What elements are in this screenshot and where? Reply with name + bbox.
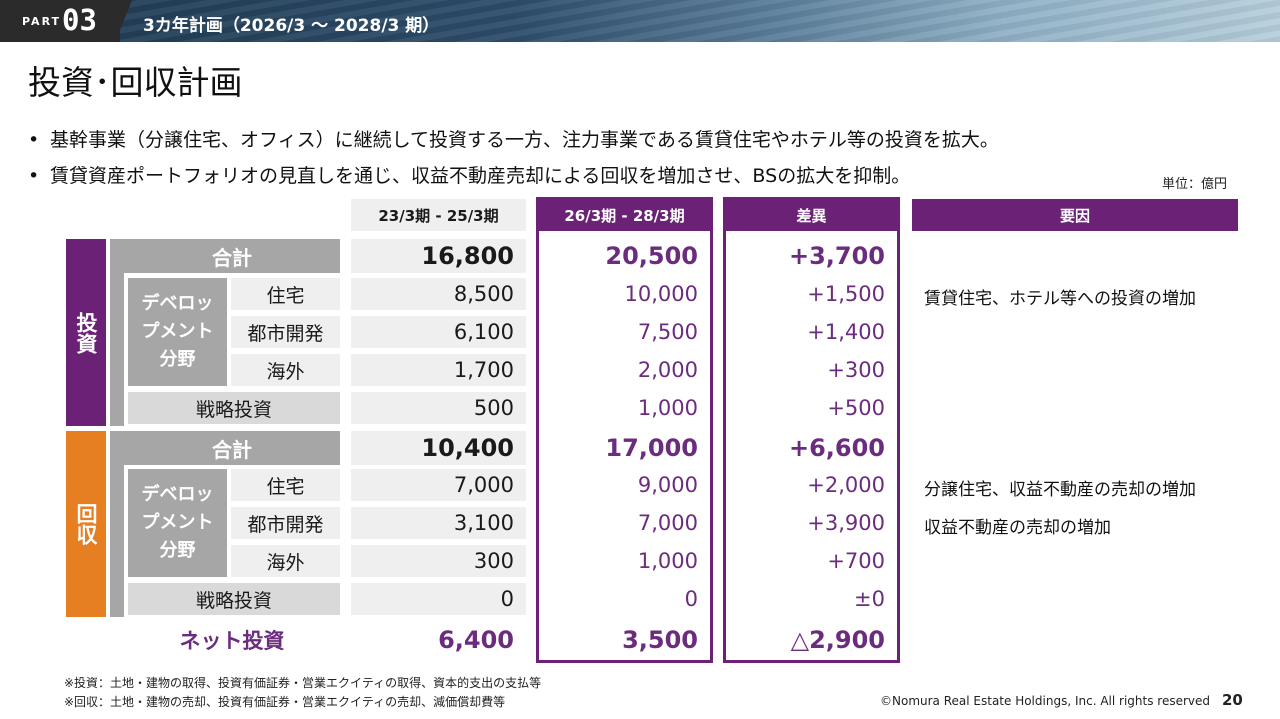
- recovery-side-label: 回収: [66, 431, 106, 617]
- page-title: 投資･回収計画: [28, 63, 243, 102]
- net-investment-label: ネット投資: [179, 629, 285, 653]
- recovery-total-plan: 17,000: [605, 434, 698, 462]
- bullet-dot: •: [28, 165, 40, 187]
- investment-reason: 賃貸住宅、ホテル等への投資の増加: [924, 289, 1196, 309]
- net-investment-plan: 3,500: [622, 626, 698, 654]
- investment-row-plan: 2,000: [637, 358, 698, 382]
- recovery-row-plan: 7,000: [637, 511, 698, 535]
- recovery-reason: 分譲住宅、収益不動産の売却の増加: [924, 480, 1196, 500]
- investment-total-prev: 16,800: [351, 239, 526, 273]
- investment-row-plan: 10,000: [624, 282, 698, 306]
- recovery-strategic-prev: 0: [351, 583, 526, 615]
- part-label: PART: [22, 15, 62, 28]
- investment-row-label: 都市開発: [231, 316, 340, 348]
- bullet-list: • 基幹事業（分譲住宅、オフィス）に継続して投資する一方、注力事業である賃貸住宅や…: [28, 122, 999, 194]
- page-number: 20: [1222, 691, 1243, 709]
- recovery-bracket: [110, 431, 124, 617]
- investment-row-prev: 6,100: [351, 316, 526, 348]
- footnote: ※投資：土地・建物の取得、投資有価証券・営業エクイティの取得、資本的支出の支払等: [64, 676, 542, 690]
- bullet-item: • 賃貸資産ポートフォリオの見直しを通じ、収益不動産売却による回収を増加させ、BS…: [28, 158, 999, 194]
- col-header-plan: 26/3期 - 28/3期: [537, 199, 712, 231]
- recovery-row-plan: 1,000: [637, 549, 698, 573]
- recovery-row-label: 住宅: [231, 469, 340, 501]
- investment-strategic-plan: 1,000: [637, 396, 698, 420]
- recovery-reason: 収益不動産の売却の増加: [924, 518, 1111, 538]
- recovery-strategic-label: 戦略投資: [128, 583, 340, 615]
- recovery-row-diff: +2,000: [807, 473, 885, 497]
- recovery-row-diff: +3,900: [807, 511, 885, 535]
- investment-row-diff: +300: [827, 358, 885, 382]
- investment-dev-label: デベロップメント分野: [128, 278, 227, 386]
- bullet-dot: •: [28, 129, 40, 151]
- part-number: 03: [62, 3, 97, 37]
- col-header-diff: 差異: [724, 199, 899, 231]
- plan-column-frame: [536, 197, 713, 663]
- investment-row-diff: +1,500: [807, 282, 885, 306]
- investment-row-label: 住宅: [231, 278, 340, 310]
- recovery-total-prev: 10,400: [351, 431, 526, 465]
- col-header-prev: 23/3期 - 25/3期: [351, 199, 526, 231]
- bullet-item: • 基幹事業（分譲住宅、オフィス）に継続して投資する一方、注力事業である賃貸住宅や…: [28, 122, 999, 158]
- net-investment-prev: 6,400: [438, 626, 514, 654]
- footnote: ※回収：土地・建物の売却、投資有価証券・営業エクイティの売却、減価償却費等: [64, 695, 506, 709]
- copyright: ©Nomura Real Estate Holdings, Inc. All r…: [880, 694, 1210, 708]
- investment-total-plan: 20,500: [605, 242, 698, 270]
- diff-column-frame: [723, 197, 900, 663]
- recovery-row-diff: +700: [827, 549, 885, 573]
- unit-label: 単位：億円: [1162, 177, 1228, 192]
- investment-row-prev: 8,500: [351, 278, 526, 310]
- investment-row-prev: 1,700: [351, 354, 526, 386]
- recovery-strategic-plan: 0: [684, 587, 698, 611]
- recovery-row-prev: 7,000: [351, 469, 526, 501]
- footnotes: ※投資：土地・建物の取得、投資有価証券・営業エクイティの取得、資本的支出の支払等…: [64, 674, 541, 712]
- recovery-row-prev: 3,100: [351, 507, 526, 539]
- investment-total-label: 合計: [124, 239, 340, 273]
- investment-row-plan: 7,500: [637, 320, 698, 344]
- bullet-text: 基幹事業（分譲住宅、オフィス）に継続して投資する一方、注力事業である賃貸住宅やホ…: [50, 129, 999, 151]
- recovery-strategic-diff: ±0: [854, 587, 885, 611]
- col-header-reason: 要因: [912, 199, 1238, 231]
- investment-strategic-label: 戦略投資: [128, 392, 340, 424]
- net-investment-diff: △2,900: [790, 626, 885, 654]
- investment-total-diff: +3,700: [788, 242, 885, 270]
- recovery-total-diff: +6,600: [788, 434, 885, 462]
- recovery-row-plan: 9,000: [637, 473, 698, 497]
- section-title: 3カ年計画（2026/3 ～ 2028/3 期）: [143, 16, 440, 36]
- recovery-row-label: 海外: [231, 545, 340, 577]
- investment-bracket: [110, 239, 124, 426]
- bullet-text: 賃貸資産ポートフォリオの見直しを通じ、収益不動産売却による回収を増加させ、BSの…: [50, 165, 911, 187]
- investment-side-label: 投資: [66, 239, 106, 426]
- recovery-row-label: 都市開発: [231, 507, 340, 539]
- recovery-row-prev: 300: [351, 545, 526, 577]
- header-band: PART 03 3カ年計画（2026/3 ～ 2028/3 期）: [0, 0, 1280, 42]
- recovery-dev-label: デベロップメント分野: [128, 469, 227, 577]
- investment-strategic-diff: +500: [827, 396, 885, 420]
- investment-row-diff: +1,400: [807, 320, 885, 344]
- investment-row-label: 海外: [231, 354, 340, 386]
- sea-background-image: [0, 0, 1280, 42]
- investment-strategic-prev: 500: [351, 392, 526, 424]
- recovery-total-label: 合計: [124, 431, 340, 465]
